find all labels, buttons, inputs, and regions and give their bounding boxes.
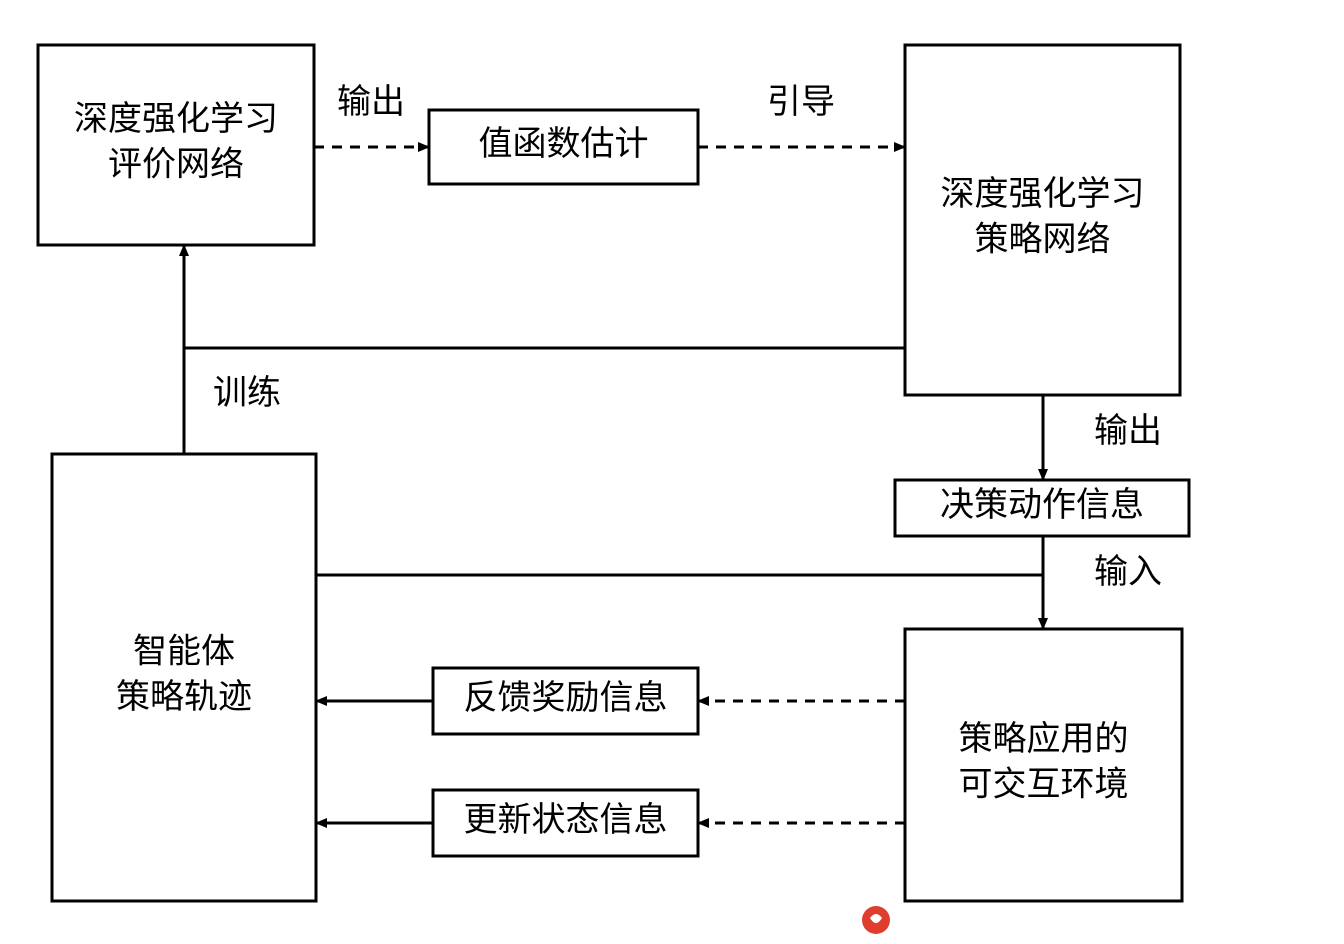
node-label-eval_net-line0: 深度强化学习: [74, 100, 278, 138]
node-label-env-line1: 可交互环境: [959, 766, 1129, 804]
edge-label-agent_traj-to-eval_net: 训练: [213, 374, 281, 412]
node-label-policy_net-line1: 策略网络: [975, 221, 1111, 259]
node-label-eval_net-line1: 评价网络: [108, 146, 244, 184]
node-env: [905, 629, 1182, 901]
node-policy_net: [905, 45, 1180, 395]
node-label-state_info-line0: 更新状态信息: [464, 801, 668, 839]
edge-label-value_est-to-policy_net: 引导: [767, 84, 835, 121]
node-label-value_est-line0: 值函数估计: [479, 125, 649, 163]
node-label-agent_traj-line0: 智能体: [133, 632, 235, 670]
node-label-env-line0: 策略应用的: [959, 720, 1129, 758]
node-label-policy_net-line0: 深度强化学习: [941, 175, 1145, 213]
node-label-agent_traj-line1: 策略轨迹: [116, 678, 252, 716]
node-label-reward_info-line0: 反馈奖励信息: [464, 679, 668, 717]
node-agent_traj: [52, 454, 316, 901]
edge-label-policy_net-to-action_info: 输出: [1094, 412, 1162, 450]
edge-label-action_info-to-env: 输入: [1094, 553, 1162, 591]
node-label-action_info-line0: 决策动作信息: [940, 486, 1144, 524]
watermark-text: 头条 @中国人工智能学会: [910, 902, 1226, 933]
node-eval_net: [38, 45, 314, 245]
edge-label-eval_net-to-value_est: 输出: [337, 83, 405, 121]
